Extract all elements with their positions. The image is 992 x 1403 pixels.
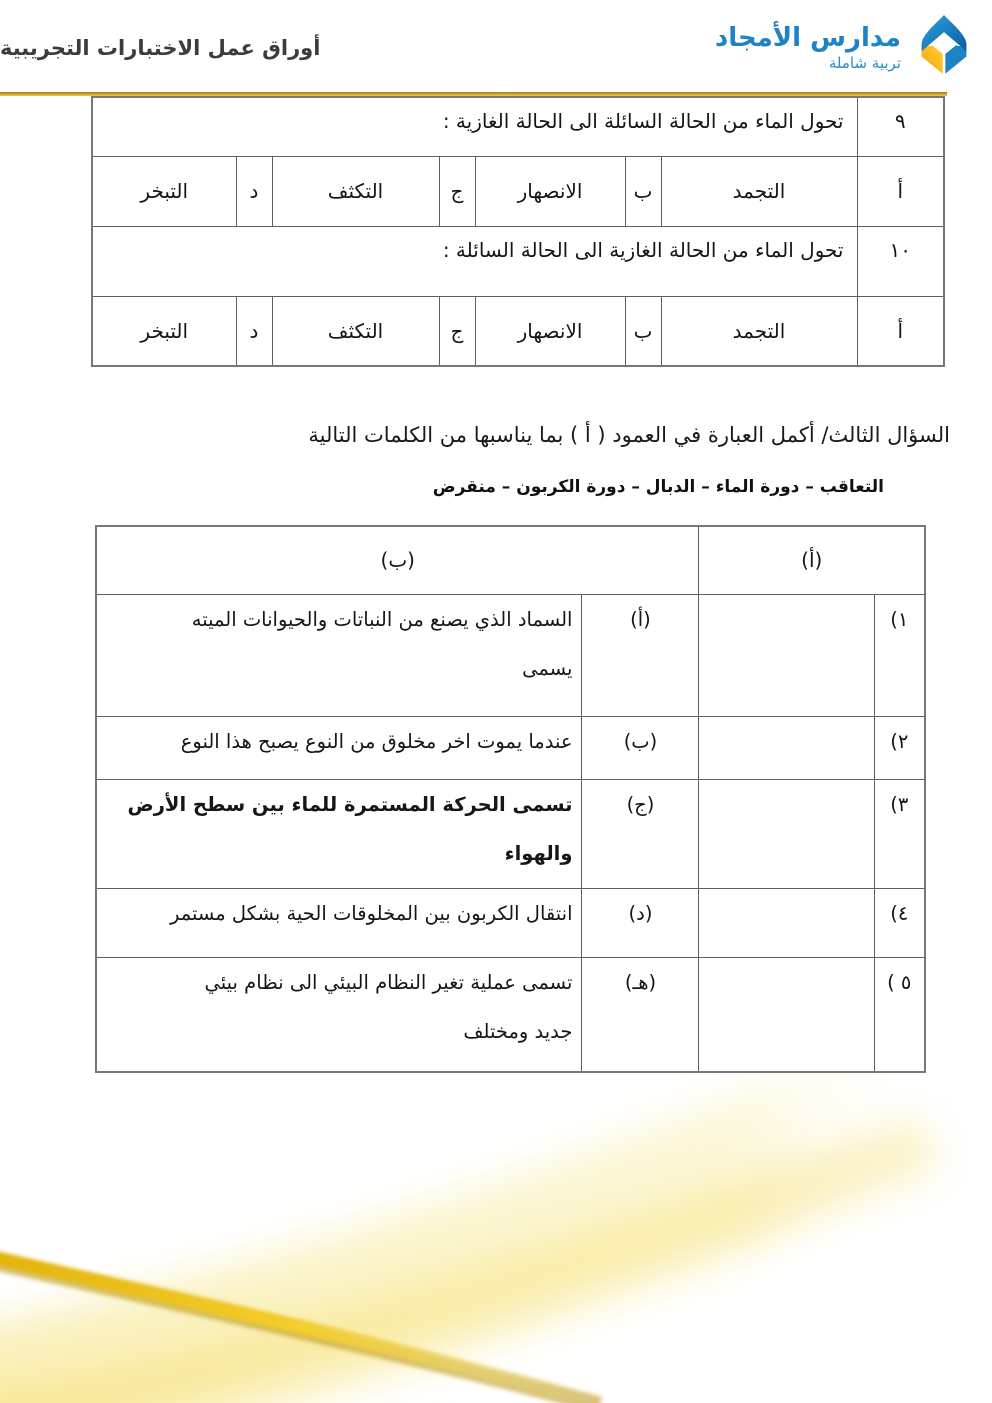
question-row: ١٠ تحول الماء من الحالة الغازية الى الحا… [91, 225, 945, 297]
option-letter: ب [624, 295, 662, 367]
option-label: التجمد [660, 295, 858, 367]
question-text: تحول الماء من الحالة الغازية الى الحالة … [91, 225, 858, 297]
question-row: ٩ تحول الماء من الحالة السائلة الى الحال… [91, 96, 945, 157]
statement-line-1: تسمى عملية تغير النظام البيئي الى نظام ب… [204, 970, 573, 994]
row-number: (٤ [873, 887, 926, 958]
page-title: أوراق عمل الاختبارات التجريبية [0, 36, 321, 60]
row-number: (٢ [873, 715, 926, 780]
question-number: ٩ [856, 96, 945, 157]
answer-blank-cell [698, 778, 875, 889]
school-logo-icon [906, 13, 982, 83]
option-letter: أ [856, 155, 945, 227]
answer-blank-cell [698, 715, 875, 780]
row-letter: (ب) [581, 715, 700, 780]
row-statement: تسمى عملية تغير النظام البيئي الى نظام ب… [95, 956, 583, 1073]
option-label: التجمد [660, 155, 858, 227]
option-label: التبخر [91, 155, 237, 227]
option-label: التكثف [271, 155, 440, 227]
row-letter: (ج) [581, 778, 700, 889]
option-letter: أ [856, 295, 945, 367]
page-header: مدارس الأمجاد تربية شاملة أوراق عمل الاخ… [0, 0, 992, 92]
statement-line-1: السماد الذي يصنع من النباتات والحيوانات … [191, 607, 573, 631]
match-row: (٤ (د) انتقال الكربون بين المخلوقات الحي… [95, 887, 926, 958]
row-statement: تسمى الحركة المستمرة للماء بين سطح الأرض… [95, 778, 583, 889]
school-logo-text: مدارس الأمجاد تربية شاملة [714, 23, 901, 72]
row-number: ( ٥ [873, 956, 926, 1073]
row-statement: انتقال الكربون بين المخلوقات الحية بشكل … [95, 887, 583, 958]
gold-divider-rule [0, 92, 947, 96]
options-row: أ التجمد ب الانصهار ج التكثف د التبخر [91, 155, 945, 227]
school-tagline: تربية شاملة [828, 53, 901, 72]
options-row: أ التجمد ب الانصهار ج التكثف د التبخر [91, 295, 945, 367]
statement-line-1: عندما يموت اخر مخلوق من النوع يصبح هذا ا… [180, 729, 573, 753]
column-a-header: (أ) [698, 525, 926, 595]
answer-blank-cell [698, 887, 875, 958]
statement-line-2: والهواء [504, 841, 573, 865]
row-number: (١ [873, 593, 926, 717]
school-logo: مدارس الأمجاد تربية شاملة [715, 13, 982, 83]
match-table: (أ) (ب) (١ (أ) السماد الذي يصنع من النبا… [94, 525, 926, 1073]
school-name: مدارس الأمجاد [714, 23, 901, 54]
option-letter: د [235, 155, 273, 227]
row-letter: (أ) [581, 593, 700, 717]
row-statement: عندما يموت اخر مخلوق من النوع يصبح هذا ا… [95, 715, 583, 780]
option-label: الانصهار [474, 295, 626, 367]
option-label: التكثف [271, 295, 440, 367]
option-label: التبخر [91, 295, 237, 367]
word-bank: التعاقب – دورة الماء – الدبال – دورة الك… [432, 477, 884, 497]
mcq-table: ٩ تحول الماء من الحالة السائلة الى الحال… [90, 96, 945, 367]
option-letter: ج [438, 295, 476, 367]
question-text: تحول الماء من الحالة السائلة الى الحالة … [91, 96, 858, 157]
statement-line-2: جديد ومختلف [463, 1019, 573, 1043]
match-row: ( ٥ (هـ) تسمى عملية تغير النظام البيئي ا… [95, 956, 926, 1073]
section3-heading: السؤال الثالث/ أكمل العبارة في العمود ( … [308, 423, 950, 447]
row-letter: (هـ) [581, 956, 700, 1073]
match-table-header: (أ) (ب) [95, 525, 926, 595]
statement-line-1: تسمى الحركة المستمرة للماء بين سطح الأرض [127, 792, 573, 816]
statement-line-2: يسمى [522, 656, 573, 680]
match-row: (٣ (ج) تسمى الحركة المستمرة للماء بين سط… [95, 778, 926, 889]
question-number: ١٠ [856, 225, 945, 297]
row-letter: (د) [581, 887, 700, 958]
option-letter: ب [624, 155, 662, 227]
match-row: (٢ (ب) عندما يموت اخر مخلوق من النوع يصب… [95, 715, 926, 780]
option-letter: د [235, 295, 273, 367]
match-row: (١ (أ) السماد الذي يصنع من النباتات والح… [95, 593, 926, 717]
option-label: الانصهار [474, 155, 626, 227]
row-number: (٣ [873, 778, 926, 889]
answer-blank-cell [698, 956, 875, 1073]
statement-line-1: انتقال الكربون بين المخلوقات الحية بشكل … [169, 901, 573, 925]
option-letter: ج [438, 155, 476, 227]
answer-blank-cell [698, 593, 875, 717]
row-statement: السماد الذي يصنع من النباتات والحيوانات … [95, 593, 583, 717]
column-b-header: (ب) [95, 525, 700, 595]
yellow-swoosh-decoration [0, 1073, 968, 1403]
